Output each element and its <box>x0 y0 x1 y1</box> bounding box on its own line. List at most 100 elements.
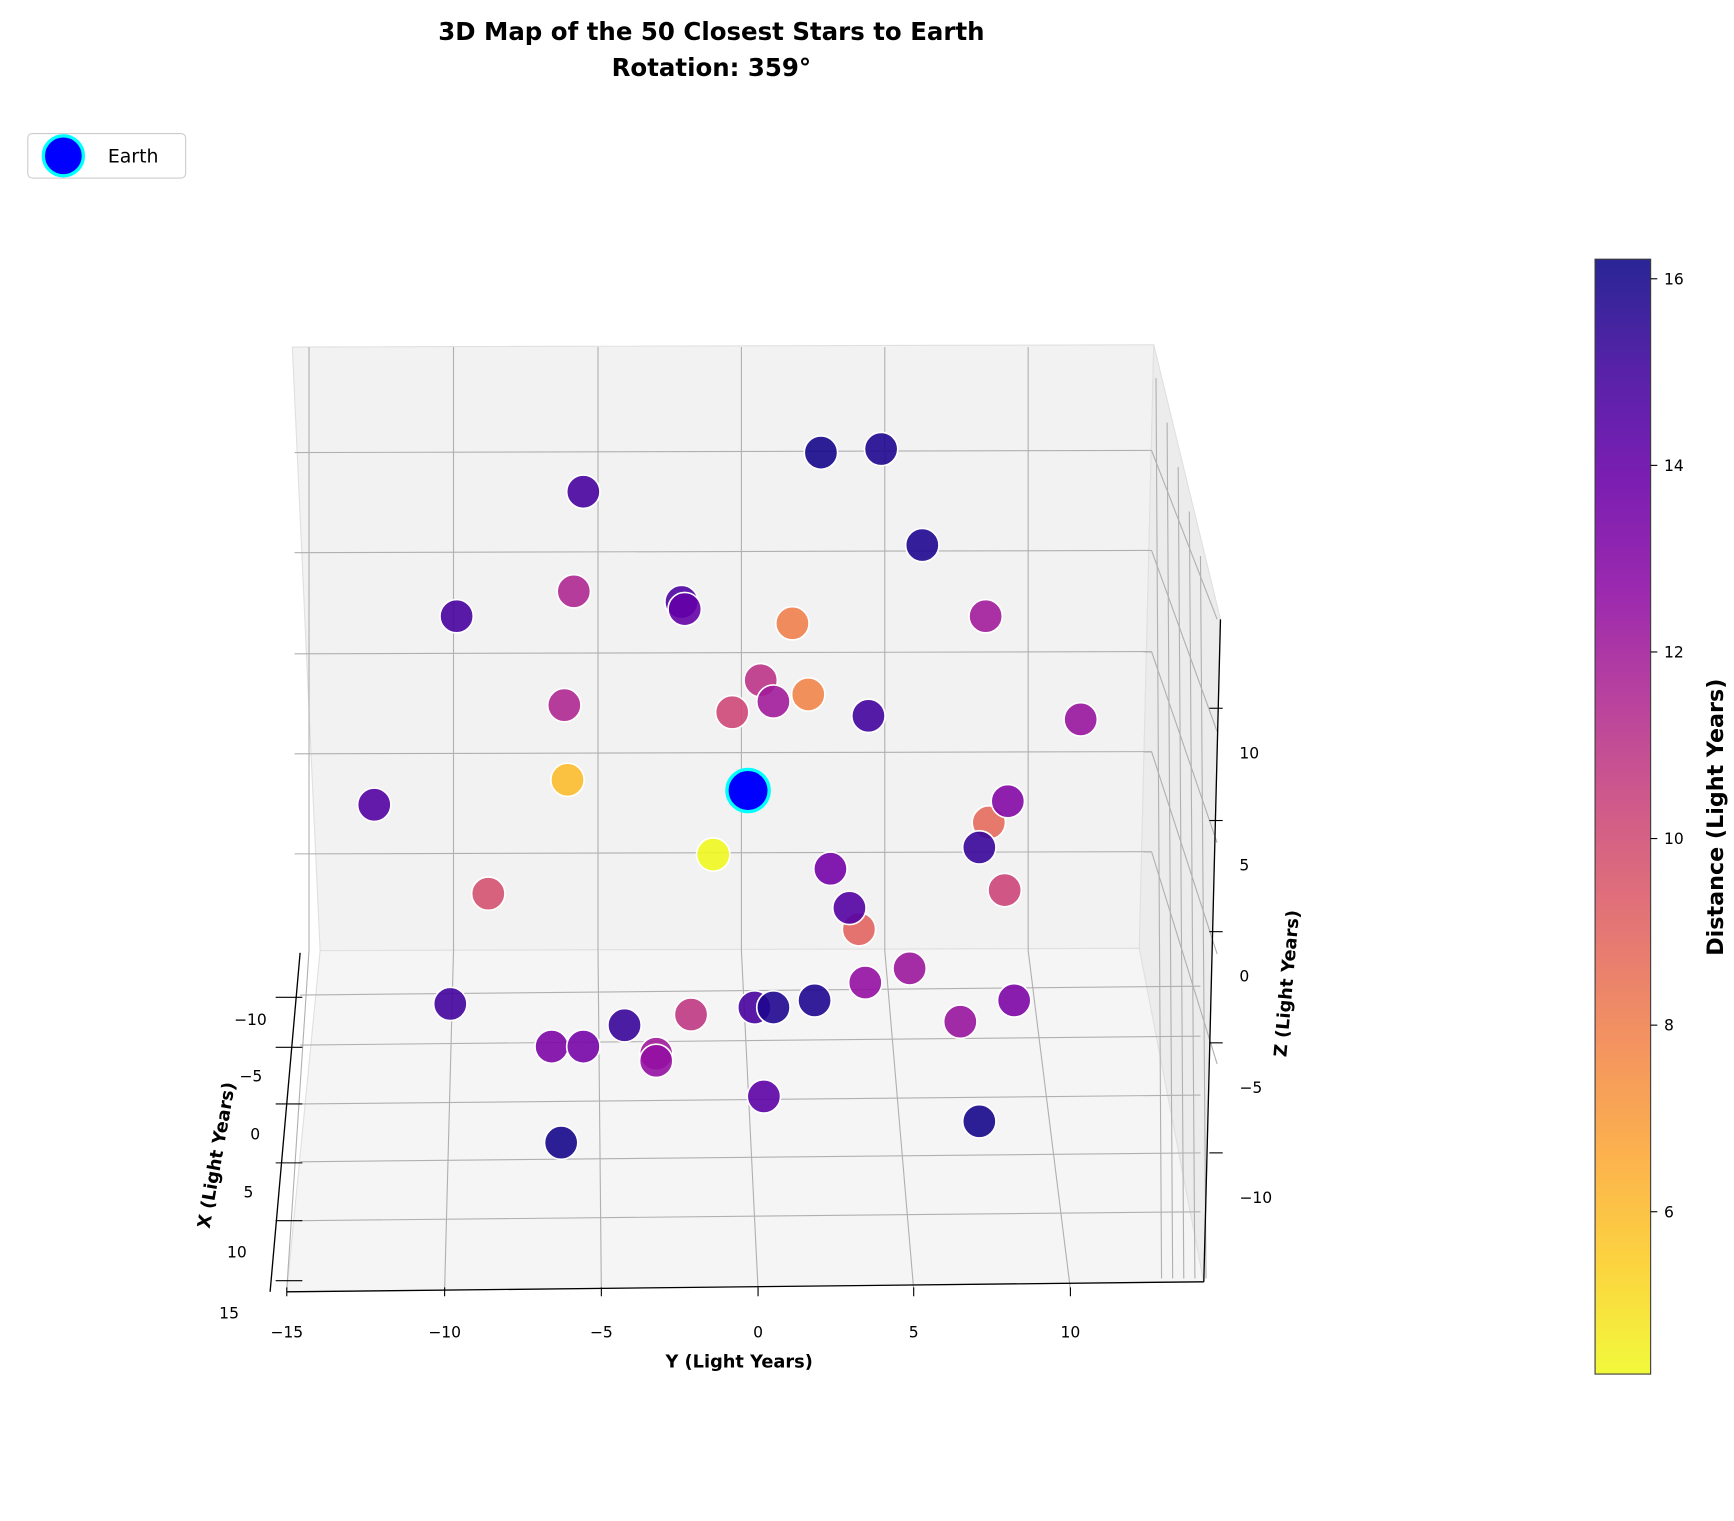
gridline <box>294 549 1152 554</box>
star-point <box>961 829 997 865</box>
z-tick-label: −10 <box>1239 1189 1272 1207</box>
y-tick-label: −10 <box>428 1323 461 1341</box>
x-tick-label: −10 <box>234 1011 267 1029</box>
y-tick-label: 0 <box>753 1323 763 1341</box>
star-point <box>543 1125 579 1161</box>
axis-lines <box>269 619 1222 1293</box>
colorbar-tick-label: 14 <box>1664 457 1684 475</box>
star-point <box>546 687 582 723</box>
legend: Earth <box>27 133 187 179</box>
z-axis-label: Z (Light Years) <box>1270 909 1304 1058</box>
stars-layer <box>356 431 1099 1161</box>
colorbar-tick-label: 16 <box>1664 270 1684 288</box>
x-tick-label: 5 <box>244 1183 254 1201</box>
colorbar-tick-label: 8 <box>1664 1017 1674 1035</box>
star-point <box>470 876 506 912</box>
colorbar <box>1594 258 1652 1375</box>
gridline <box>300 1211 1201 1222</box>
gridline <box>1027 950 1071 1290</box>
gridline <box>1151 651 1218 843</box>
x-tick-label: 10 <box>227 1243 247 1261</box>
z-tick-label: −5 <box>1239 1079 1262 1097</box>
gridline <box>1155 378 1163 1279</box>
star-point <box>812 851 848 887</box>
star-point <box>990 783 1026 819</box>
gridline <box>1151 751 1218 955</box>
star-point <box>534 1029 570 1065</box>
gridline <box>884 950 915 1290</box>
gridline <box>294 651 1152 655</box>
z-tick-label: 5 <box>1239 857 1249 875</box>
star-point <box>790 676 826 712</box>
y-tick-label: −5 <box>590 1323 613 1341</box>
star-point <box>942 1004 978 1040</box>
gridlines <box>286 347 1218 1290</box>
axis-ticks: −15 −10 −5 0 5 10 −10 −5 0 5 10 15 10 5 0 −5 −10 <box>219 707 1272 1341</box>
star-point <box>863 431 899 467</box>
chart-subtitle: Rotation: 359° <box>612 53 812 82</box>
star-point <box>638 1043 674 1079</box>
gridline <box>300 1152 1201 1163</box>
star-point <box>746 1078 782 1114</box>
star-point <box>432 986 468 1022</box>
star-point <box>904 527 940 563</box>
star-point <box>996 982 1032 1018</box>
gridline <box>1199 555 1207 1279</box>
gridline <box>286 950 310 1290</box>
colorbar-ticks: 16 14 12 10 8 6 <box>1650 270 1684 1221</box>
star-point <box>961 1103 997 1139</box>
z-tick-label: 10 <box>1239 744 1259 762</box>
colorbar-tick-label: 12 <box>1664 644 1684 662</box>
x-tick-label: −5 <box>239 1068 262 1086</box>
colorbar-tick-label: 6 <box>1664 1203 1674 1221</box>
star-point <box>803 435 839 471</box>
gridline <box>1151 550 1218 732</box>
x-axis-label: X (Light Years) <box>194 1080 240 1230</box>
star-point <box>695 837 731 873</box>
y-tick-label: 5 <box>909 1323 919 1341</box>
x-tick-label: 15 <box>219 1304 239 1322</box>
z-tick-label: 0 <box>1239 968 1249 986</box>
gridline <box>597 950 602 1290</box>
star-point <box>439 598 475 634</box>
star-point <box>847 965 883 1001</box>
colorbar-tick-label: 10 <box>1664 830 1684 848</box>
earth-point <box>725 767 771 814</box>
star-point <box>549 762 586 798</box>
star-point <box>987 872 1023 908</box>
legend-earth-marker <box>41 134 86 178</box>
x-tick-label: 0 <box>250 1126 260 1144</box>
gridline <box>1177 467 1185 1279</box>
star-point <box>673 997 709 1033</box>
star-point <box>755 989 791 1025</box>
star-point <box>667 591 703 627</box>
legend-earth-label: Earth <box>108 145 159 167</box>
gridline <box>1166 422 1174 1279</box>
star-point <box>755 684 791 720</box>
colorbar-label: Distance (Light Years) <box>1703 679 1729 956</box>
gridline <box>294 449 1152 454</box>
chart-title: 3D Map of the 50 Closest Stars to Earth <box>438 17 984 46</box>
star-point <box>356 787 392 823</box>
gridline <box>1151 851 1218 1065</box>
star-point <box>565 1029 601 1065</box>
star-point <box>565 474 601 510</box>
gridline <box>300 1035 1201 1046</box>
gridline <box>1188 511 1196 1279</box>
star-point <box>892 950 928 986</box>
star-point <box>714 694 750 730</box>
star-point <box>968 598 1004 634</box>
gridline <box>294 751 1152 755</box>
y-tick-label: 10 <box>1061 1323 1081 1341</box>
y-axis-label: Y (Light Years) <box>664 1351 812 1372</box>
star-point <box>850 698 886 734</box>
star-point <box>556 573 592 609</box>
y-tick-label: −15 <box>270 1323 303 1341</box>
star-point <box>797 982 833 1018</box>
star-point <box>607 1007 643 1043</box>
star-point <box>831 890 867 926</box>
gridline <box>1151 450 1218 620</box>
star-point <box>774 605 810 641</box>
axes-panes <box>286 344 1222 1293</box>
